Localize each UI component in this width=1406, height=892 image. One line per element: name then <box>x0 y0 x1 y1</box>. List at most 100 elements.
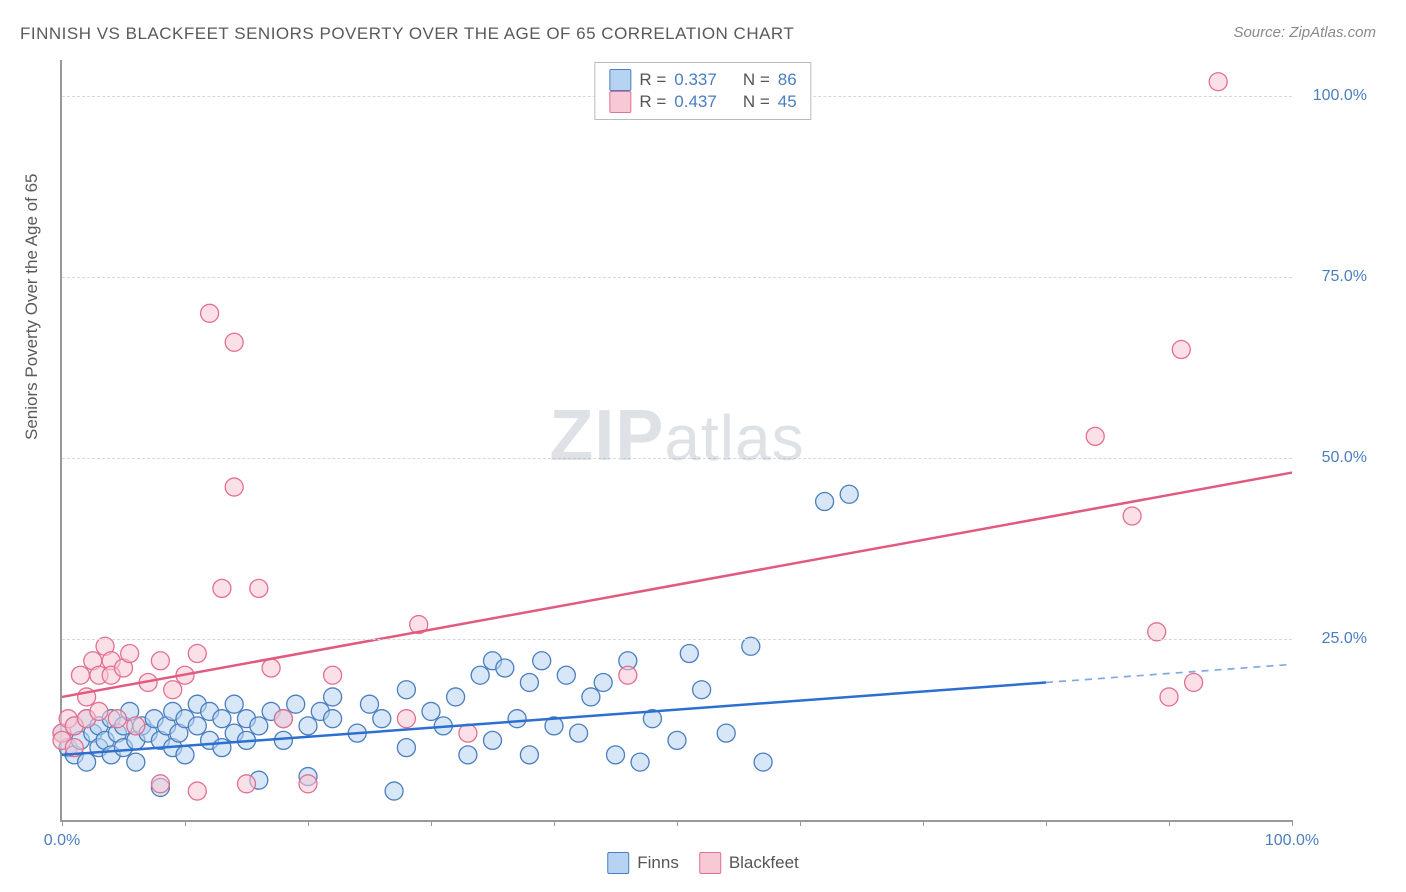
x-tick <box>62 820 63 826</box>
data-point <box>397 739 415 757</box>
x-tick-label: 0.0% <box>44 832 80 850</box>
data-point <box>520 746 538 764</box>
correlation-legend: R = 0.337 N = 86 R = 0.437 N = 45 <box>594 62 811 120</box>
x-tick <box>1046 820 1047 826</box>
x-tick <box>308 820 309 826</box>
data-point <box>274 731 292 749</box>
data-point <box>78 753 96 771</box>
data-point <box>188 782 206 800</box>
r-value-blackfeet: 0.437 <box>674 92 717 112</box>
data-point <box>213 739 231 757</box>
data-point <box>594 673 612 691</box>
data-point <box>619 666 637 684</box>
legend-label-blackfeet: Blackfeet <box>729 853 799 873</box>
data-point <box>151 775 169 793</box>
data-point <box>151 652 169 670</box>
x-tick <box>677 820 678 826</box>
series-legend: Finns Blackfeet <box>607 852 799 874</box>
swatch-pink-icon <box>609 91 631 113</box>
n-label: N = <box>743 92 770 112</box>
data-point <box>533 652 551 670</box>
data-point <box>422 702 440 720</box>
data-point <box>225 333 243 351</box>
data-point <box>816 493 834 511</box>
data-point <box>471 666 489 684</box>
data-point <box>397 681 415 699</box>
data-point <box>299 775 317 793</box>
data-point <box>361 695 379 713</box>
data-point <box>385 782 403 800</box>
data-point <box>90 702 108 720</box>
scatter-svg <box>62 60 1292 820</box>
data-point <box>373 710 391 728</box>
trend-line <box>62 473 1292 697</box>
y-tick-label: 75.0% <box>1322 268 1367 286</box>
data-point <box>484 731 502 749</box>
gridline <box>62 277 1292 278</box>
x-tick <box>800 820 801 826</box>
swatch-blue-icon <box>609 69 631 91</box>
data-point <box>1086 427 1104 445</box>
data-point <box>225 478 243 496</box>
swatch-blue-icon <box>607 852 629 874</box>
legend-row-blackfeet: R = 0.437 N = 45 <box>609 91 796 113</box>
data-point <box>225 695 243 713</box>
trend-line-extrapolated <box>1046 664 1292 682</box>
n-value-blackfeet: 45 <box>778 92 797 112</box>
data-point <box>680 645 698 663</box>
r-value-finns: 0.337 <box>674 70 717 90</box>
data-point <box>164 681 182 699</box>
data-point <box>459 724 477 742</box>
data-point <box>287 695 305 713</box>
x-tick-label: 100.0% <box>1265 832 1319 850</box>
data-point <box>324 666 342 684</box>
y-tick-label: 100.0% <box>1313 87 1367 105</box>
data-point <box>582 688 600 706</box>
data-point <box>693 681 711 699</box>
x-tick <box>554 820 555 826</box>
n-label: N = <box>743 70 770 90</box>
data-point <box>108 710 126 728</box>
data-point <box>274 710 292 728</box>
data-point <box>447 688 465 706</box>
data-point <box>754 753 772 771</box>
data-point <box>324 710 342 728</box>
data-point <box>71 666 89 684</box>
data-point <box>238 775 256 793</box>
data-point <box>299 717 317 735</box>
data-point <box>188 717 206 735</box>
data-point <box>201 304 219 322</box>
y-tick-label: 50.0% <box>1322 449 1367 467</box>
data-point <box>496 659 514 677</box>
data-point <box>840 485 858 503</box>
data-point <box>607 746 625 764</box>
x-tick <box>1292 820 1293 826</box>
data-point <box>717 724 735 742</box>
data-point <box>127 717 145 735</box>
data-point <box>1172 341 1190 359</box>
data-point <box>213 579 231 597</box>
data-point <box>262 659 280 677</box>
x-tick <box>185 820 186 826</box>
data-point <box>250 717 268 735</box>
data-point <box>324 688 342 706</box>
x-tick <box>1169 820 1170 826</box>
data-point <box>176 746 194 764</box>
legend-row-finns: R = 0.337 N = 86 <box>609 69 796 91</box>
data-point <box>459 746 477 764</box>
swatch-pink-icon <box>699 852 721 874</box>
x-tick <box>923 820 924 826</box>
n-value-finns: 86 <box>778 70 797 90</box>
r-label: R = <box>639 92 666 112</box>
data-point <box>1185 673 1203 691</box>
chart-title: FINNISH VS BLACKFEET SENIORS POVERTY OVE… <box>20 24 794 44</box>
chart-plot-area: ZIPatlas 25.0%50.0%75.0%100.0%0.0%100.0% <box>60 60 1292 822</box>
y-axis-label: Seniors Poverty Over the Age of 65 <box>22 174 42 440</box>
data-point <box>213 710 231 728</box>
x-tick <box>431 820 432 826</box>
data-point <box>121 645 139 663</box>
data-point <box>668 731 686 749</box>
data-point <box>631 753 649 771</box>
data-point <box>1209 73 1227 91</box>
data-point <box>520 673 538 691</box>
